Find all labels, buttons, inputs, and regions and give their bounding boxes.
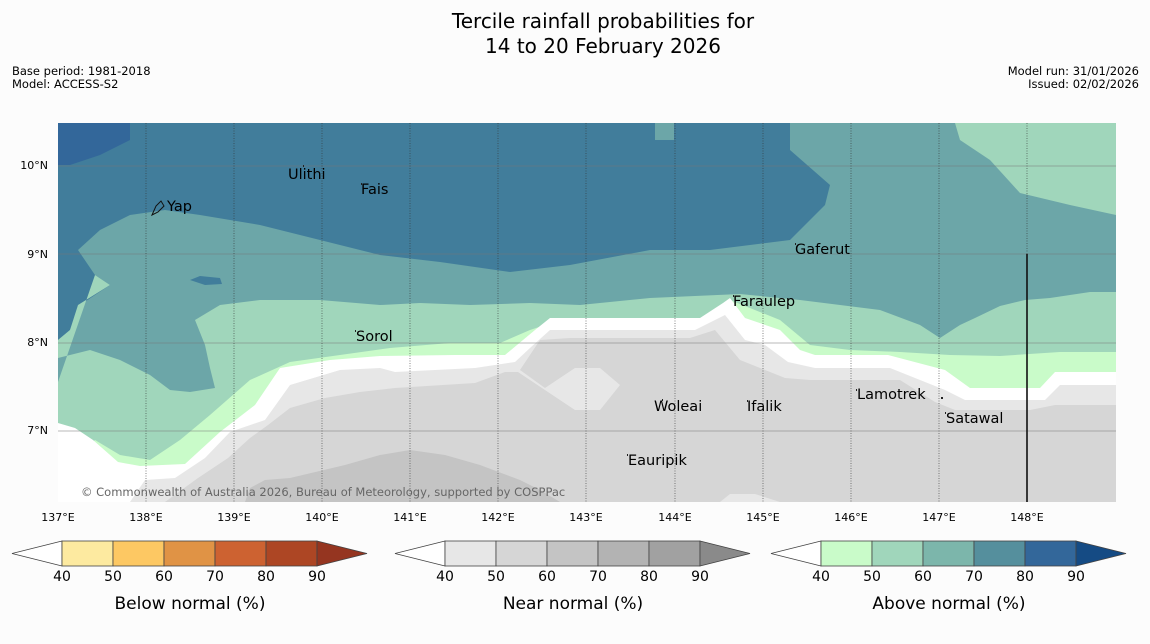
- colorbar-near-tick: 80: [640, 569, 658, 585]
- field-near-60-east: [910, 405, 1116, 502]
- lat-label-10n: 10°N: [20, 159, 48, 172]
- lon-label-145e: 145°E: [746, 511, 780, 524]
- meta-left: Base period: 1981-2018 Model: ACCESS-S2: [12, 65, 151, 91]
- colorbar-near-tick: 90: [691, 569, 709, 585]
- colorbar-near: [394, 540, 751, 567]
- model-name: Model: ACCESS-S2: [12, 77, 119, 91]
- colorbar-below: [11, 540, 368, 567]
- issued-date: Issued: 02/02/2026: [1028, 77, 1139, 91]
- colorbar-above-tick: 50: [863, 569, 881, 585]
- colorbar-near-lower-arrow: [394, 540, 446, 567]
- map-title: Tercile rainfall probabilities for 14 to…: [0, 9, 1150, 59]
- lat-label-9n: 9°N: [27, 248, 48, 261]
- colorbar-above-tick: 70: [965, 569, 983, 585]
- colorbar-near-upper-arrow: [699, 540, 751, 567]
- colorbar-above: [770, 540, 1127, 567]
- colorbar-title-near: Near normal (%): [502, 594, 644, 614]
- colorbar-near-segment: [648, 540, 701, 567]
- lon-label-143e: 143°E: [569, 511, 603, 524]
- colorbar-title-above: Above normal (%): [872, 594, 1026, 614]
- lon-label-142e: 142°E: [481, 511, 515, 524]
- yap-island-outline: [150, 200, 165, 217]
- colorbar-near-tick: 60: [538, 569, 556, 585]
- colorbar-below-tick: 90: [308, 569, 326, 585]
- field-above-90-corner: [58, 123, 130, 165]
- field-above-80-north: [58, 123, 830, 340]
- field-near-50-inner: [555, 370, 618, 405]
- copyright-notice: © Commonwealth of Australia 2026, Bureau…: [81, 485, 566, 499]
- colorbar-near-tick: 50: [487, 569, 505, 585]
- place-gaferut: Gaferut: [795, 242, 850, 258]
- title-line-1: Tercile rainfall probabilities for: [451, 9, 755, 33]
- lon-label-141e: 141°E: [393, 511, 427, 524]
- place-fais: Fais: [361, 182, 389, 198]
- colorbar-below-tick: 50: [104, 569, 122, 585]
- place-yap: Yap: [167, 199, 192, 215]
- colorbar-near-segment: [546, 540, 599, 567]
- colorbar-above-segment: [922, 540, 975, 567]
- colorbar-above-segment: [820, 540, 873, 567]
- colorbar-near-segment: [495, 540, 548, 567]
- colorbar-below-segment: [214, 540, 267, 567]
- place-ulithi: Ulithi: [288, 167, 326, 183]
- lon-label-139e: 139°E: [217, 511, 251, 524]
- colorbar-below-lower-arrow: [11, 540, 63, 567]
- island-marks: [150, 165, 946, 456]
- colorbar-above-tick: 60: [914, 569, 932, 585]
- meta-right: Model run: 31/01/2026 Issued: 02/02/2026: [1008, 65, 1139, 91]
- colorbar-above-tick: 90: [1067, 569, 1085, 585]
- lat-label-7n: 7°N: [27, 424, 48, 437]
- colorbar-below-tick: 80: [257, 569, 275, 585]
- graticule: [58, 123, 1116, 502]
- field-near-50-bottom: [720, 494, 780, 502]
- lon-label-137e: 137°E: [41, 511, 75, 524]
- place-ifalik: Ifalik: [747, 399, 782, 415]
- colorbar-near-tick: 40: [436, 569, 454, 585]
- field-above-80-blob: [190, 276, 222, 285]
- colorbar-below-segment: [112, 540, 165, 567]
- colorbar-near-tick: 70: [589, 569, 607, 585]
- colorbar-title-below: Below normal (%): [114, 594, 266, 614]
- title-line-2: 14 to 20 February 2026: [485, 34, 721, 58]
- colorbar-above-lower-arrow: [770, 540, 822, 567]
- place-lamotrek: Lamotrek: [857, 387, 926, 403]
- field-above-60-east: [955, 123, 1116, 215]
- colorbar-above-tick: 80: [1016, 569, 1034, 585]
- model-run: Model run: 31/01/2026: [1007, 64, 1139, 78]
- colorbar-near-segment: [597, 540, 650, 567]
- place-woleai: Woleai: [654, 399, 703, 415]
- lon-label-140e: 140°E: [305, 511, 339, 524]
- colorbar-near-segment: [444, 540, 497, 567]
- lon-label-148e: 148°E: [1010, 511, 1044, 524]
- colorbar-below-tick: 70: [206, 569, 224, 585]
- colorbar-above-segment: [1024, 540, 1077, 567]
- colorbar-above-segment: [973, 540, 1026, 567]
- colorbar-below-segment: [163, 540, 216, 567]
- place-sorol: Sorol: [356, 329, 393, 345]
- probability-fields: [58, 123, 1116, 502]
- place-eauripik: Eauripik: [628, 453, 687, 469]
- lon-label-147e: 147°E: [922, 511, 956, 524]
- base-period: Base period: 1981-2018: [12, 64, 151, 78]
- lon-label-146e: 146°E: [834, 511, 868, 524]
- colorbar-above-segment: [871, 540, 924, 567]
- colorbar-below-segment: [265, 540, 318, 567]
- colorbar-below-segment: [61, 540, 114, 567]
- colorbar-below-tick: 40: [53, 569, 71, 585]
- lon-label-144e: 144°E: [658, 511, 692, 524]
- place-satawal: Satawal: [946, 411, 1004, 427]
- colorbar-above-tick: 40: [812, 569, 830, 585]
- colorbar-above-upper-arrow: [1075, 540, 1127, 567]
- place-faraulep: Faraulep: [733, 294, 796, 310]
- lat-label-8n: 8°N: [27, 336, 48, 349]
- field-near-70: [245, 450, 560, 502]
- colorbar-below-upper-arrow: [316, 540, 368, 567]
- lon-label-138e: 138°E: [129, 511, 163, 524]
- colorbar-below-tick: 60: [155, 569, 173, 585]
